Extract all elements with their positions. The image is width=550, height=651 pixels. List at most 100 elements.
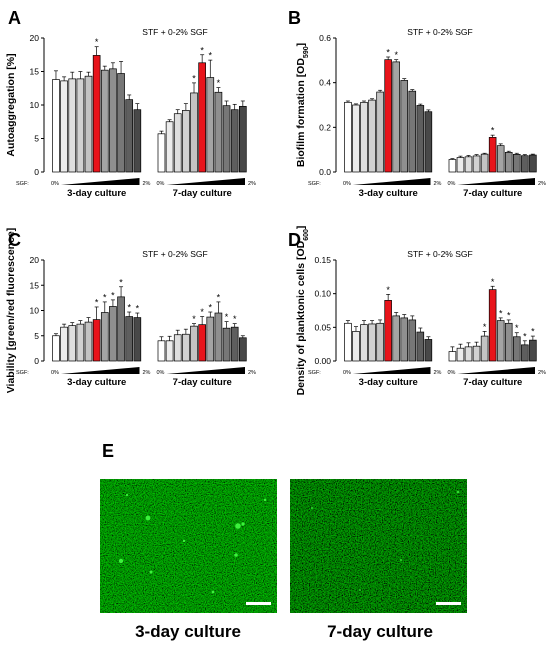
chart-title: STF + 0-2% SGF: [142, 27, 207, 37]
sgf-max-label: 2%: [143, 181, 151, 187]
sgf-min-label: 0%: [51, 181, 59, 187]
bar: [173, 113, 182, 173]
bar: [165, 340, 174, 362]
bar: [456, 157, 465, 173]
bar: [239, 337, 247, 362]
sgf-label: SGF:: [16, 181, 29, 187]
bar: [182, 333, 190, 362]
bar: [392, 61, 400, 173]
y-axis-label: Density of planktonic cells [OD600]: [295, 226, 310, 396]
bar: [376, 322, 384, 362]
bar: [68, 78, 77, 173]
bar: [206, 316, 215, 362]
sgf-gradient-wedge: [60, 367, 140, 374]
bar: [352, 331, 360, 362]
y-tick-label: 0.15: [314, 255, 331, 265]
significance-mark: *: [95, 297, 99, 307]
significance-mark: *: [499, 308, 503, 318]
y-tick-label: 10: [30, 100, 40, 110]
bar: [521, 155, 529, 173]
y-tick-label: 0.10: [314, 289, 331, 299]
bar-group-7-day: * 0% 2% 7-day culture: [448, 126, 547, 199]
bar: [480, 335, 489, 362]
bar: [117, 296, 125, 362]
sgf-max-label: 2%: [143, 370, 151, 376]
group-label: 7-day culture: [173, 188, 232, 199]
bar: [448, 351, 457, 362]
chart-title: STF + 0-2% SGF: [407, 27, 472, 37]
bar: [190, 325, 198, 362]
bar: [206, 77, 215, 173]
bar: [198, 62, 206, 173]
sgf-max-label: 2%: [248, 370, 256, 376]
significance-mark: *: [491, 126, 495, 136]
bar: [513, 154, 521, 173]
bar: [480, 153, 489, 173]
y-tick-label: 10: [30, 306, 40, 316]
bar: [198, 324, 206, 362]
scale-bar: [246, 602, 271, 605]
bar: [214, 312, 223, 362]
bar-group-3-day: * 0% 2% 3-day culture: [51, 37, 151, 199]
bar: [376, 91, 384, 173]
bar: [76, 78, 85, 173]
bar: [424, 339, 433, 362]
scale-bar: [436, 602, 461, 605]
cell-aggregates: [118, 493, 267, 594]
bar: [448, 159, 457, 173]
y-axis-label-main: Viability [green/red fluorescence]: [5, 228, 17, 394]
bar: [190, 92, 198, 173]
significance-mark: *: [200, 307, 204, 317]
panel-letter: D: [288, 230, 301, 250]
significance-mark: *: [217, 292, 221, 302]
y-tick-label: 5: [34, 331, 39, 341]
bar: [222, 105, 231, 173]
sgf-label: SGF:: [308, 181, 321, 187]
significance-mark: *: [491, 277, 495, 287]
sgf-gradient-wedge: [457, 178, 535, 185]
significance-mark: *: [209, 303, 213, 313]
sgf-gradient-wedge: [352, 367, 431, 374]
bar: [230, 326, 239, 362]
group-label: 7-day culture: [463, 188, 522, 199]
significance-mark: *: [192, 73, 196, 83]
bar: [344, 101, 352, 173]
sgf-min-label: 0%: [157, 181, 165, 187]
bar: [84, 75, 93, 173]
bar: [400, 80, 409, 173]
y-tick-label: 0.6: [319, 33, 331, 43]
caption-7-day: 7-day culture: [327, 622, 433, 641]
significance-mark: *: [127, 303, 131, 313]
bar: [496, 145, 505, 173]
bar: [408, 90, 417, 173]
bar: [344, 322, 352, 362]
y-tick-label: 0: [34, 356, 39, 366]
significance-mark: *: [136, 304, 140, 314]
sgf-gradient-wedge: [457, 367, 535, 374]
y-axis-label-end: ]: [295, 226, 307, 230]
y-axis-label-end: ]: [295, 43, 307, 47]
y-tick-label: 0.2: [319, 122, 331, 132]
significance-mark: *: [217, 78, 221, 88]
y-axis-label: Biofilm formation [OD590]: [295, 43, 310, 167]
bar: [52, 335, 60, 362]
panel-letter: B: [288, 8, 301, 28]
significance-mark: *: [483, 322, 487, 332]
bar: [92, 319, 101, 362]
bar: [488, 137, 497, 173]
group-label: 7-day culture: [173, 377, 232, 388]
significance-mark: *: [523, 331, 527, 341]
bar: [384, 59, 392, 173]
bar: [60, 326, 68, 362]
bar: [472, 345, 481, 362]
y-tick-label: 20: [30, 33, 40, 43]
y-tick-label: 15: [30, 280, 40, 290]
sgf-min-label: 0%: [51, 370, 59, 376]
chart-panel-c: C STF + 0-2% SGF 0 5 10 15 20 Viability [green/…: [5, 228, 256, 394]
bar-group-3-day: * * 0% 2% 3-day culture: [343, 47, 442, 199]
significance-mark: *: [95, 37, 99, 47]
sgf-min-label: 0%: [343, 181, 351, 187]
y-axis-label: Viability [green/red fluorescence]: [5, 228, 17, 394]
bar: [384, 300, 392, 362]
